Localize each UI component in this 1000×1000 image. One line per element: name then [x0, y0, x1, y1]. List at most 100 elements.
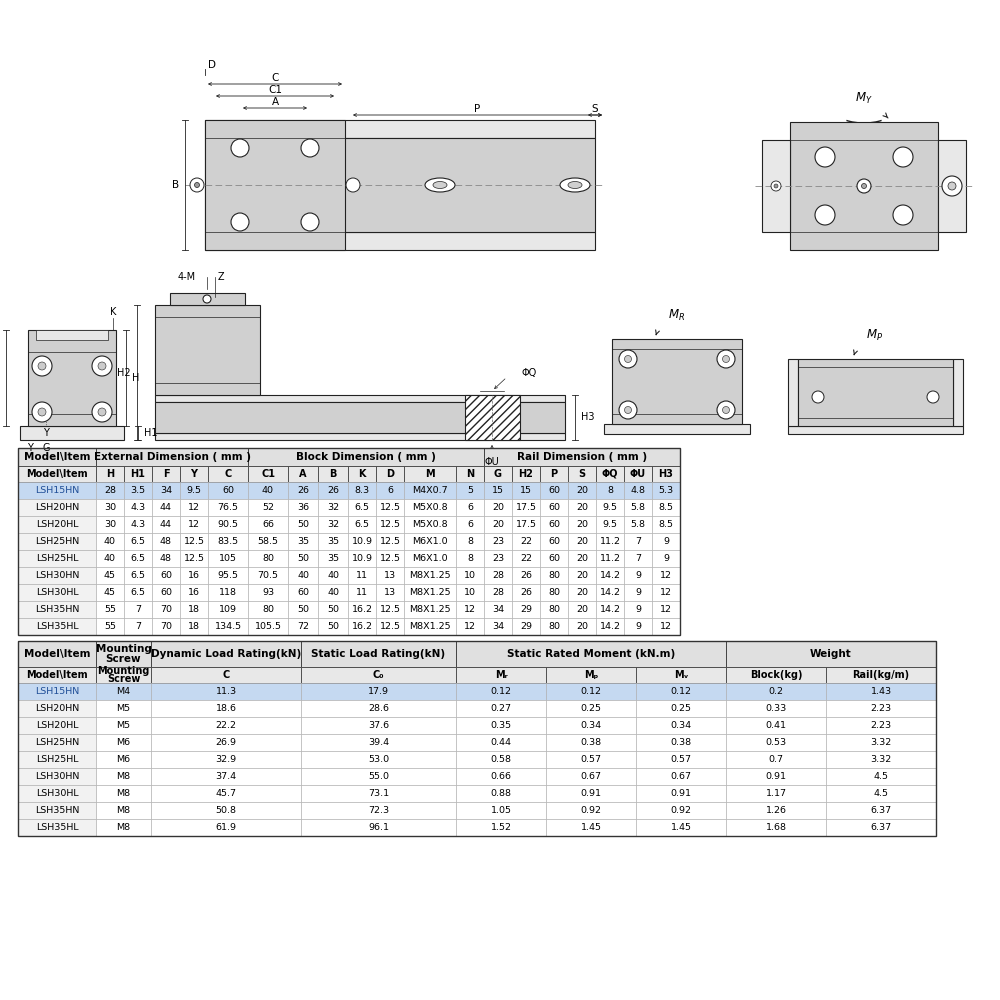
Bar — [652, 482, 680, 499]
Text: 2.23: 2.23 — [870, 704, 892, 713]
Text: Rail(kg/m): Rail(kg/m) — [852, 670, 910, 680]
Text: 34: 34 — [160, 486, 172, 495]
Text: 45: 45 — [104, 571, 116, 580]
Text: M5X0.8: M5X0.8 — [412, 503, 448, 512]
Text: 118: 118 — [219, 588, 237, 597]
Bar — [484, 567, 512, 584]
Circle shape — [92, 356, 112, 376]
Circle shape — [92, 402, 112, 422]
Bar — [348, 550, 376, 567]
Text: 3.32: 3.32 — [870, 755, 892, 764]
Text: ΦU: ΦU — [630, 469, 646, 479]
Bar — [826, 717, 936, 734]
Bar — [248, 516, 288, 533]
Text: 12.5: 12.5 — [184, 554, 205, 563]
Bar — [404, 601, 456, 618]
Bar — [596, 601, 624, 618]
Text: 40: 40 — [262, 486, 274, 495]
Circle shape — [722, 356, 730, 362]
Bar — [596, 533, 624, 550]
Bar — [124, 584, 152, 601]
Bar — [546, 785, 636, 802]
Text: 20: 20 — [576, 537, 588, 546]
Bar — [484, 533, 512, 550]
Text: 9.5: 9.5 — [602, 520, 618, 529]
Circle shape — [927, 391, 939, 403]
Text: 134.5: 134.5 — [214, 622, 242, 631]
Text: 83.5: 83.5 — [217, 537, 239, 546]
Bar — [18, 499, 96, 516]
Text: Model\Item: Model\Item — [26, 469, 88, 479]
Bar — [636, 683, 726, 700]
Text: D: D — [386, 469, 394, 479]
Text: Static Load Rating(kN): Static Load Rating(kN) — [311, 649, 446, 659]
Circle shape — [619, 350, 637, 368]
Bar — [726, 751, 826, 768]
Bar — [546, 734, 636, 751]
Text: 60: 60 — [548, 520, 560, 529]
Bar — [348, 567, 376, 584]
Text: 20: 20 — [576, 520, 588, 529]
Text: 11.3: 11.3 — [215, 687, 237, 696]
Bar — [546, 667, 636, 683]
Text: 0.91: 0.91 — [766, 772, 786, 781]
Bar — [205, 120, 345, 250]
Text: 8: 8 — [467, 537, 473, 546]
Text: 30: 30 — [104, 520, 116, 529]
Text: 80: 80 — [548, 571, 560, 580]
Text: M4: M4 — [116, 687, 131, 696]
Bar — [568, 618, 596, 635]
Text: 40: 40 — [297, 571, 309, 580]
Circle shape — [346, 178, 360, 192]
Bar — [151, 734, 301, 751]
Bar — [96, 482, 124, 499]
Text: A: A — [271, 97, 279, 107]
Bar — [636, 717, 726, 734]
Bar — [96, 533, 124, 550]
Bar — [18, 683, 96, 700]
Text: 20: 20 — [576, 503, 588, 512]
Bar — [96, 717, 151, 734]
Ellipse shape — [568, 182, 582, 188]
Text: M4X0.7: M4X0.7 — [412, 486, 448, 495]
Text: Static Rated Moment (kN.m): Static Rated Moment (kN.m) — [507, 649, 675, 659]
Text: F: F — [163, 469, 169, 479]
Text: M8: M8 — [116, 772, 131, 781]
Text: 0.91: 0.91 — [670, 789, 692, 798]
Bar — [96, 448, 248, 466]
Text: 14.2: 14.2 — [600, 571, 620, 580]
Text: 96.1: 96.1 — [368, 823, 389, 832]
Text: 4-M: 4-M — [178, 272, 196, 282]
Text: 9: 9 — [635, 588, 641, 597]
Text: 0.88: 0.88 — [490, 789, 512, 798]
Bar — [404, 466, 456, 482]
Bar — [318, 516, 348, 533]
Text: 0.58: 0.58 — [490, 755, 512, 764]
Bar — [376, 482, 404, 499]
Bar — [18, 641, 96, 667]
Text: 15: 15 — [520, 486, 532, 495]
Text: 20: 20 — [492, 520, 504, 529]
Bar — [348, 584, 376, 601]
Text: 22.2: 22.2 — [216, 721, 237, 730]
Text: 22: 22 — [520, 554, 532, 563]
Bar — [484, 601, 512, 618]
Text: LSH20HL: LSH20HL — [36, 721, 78, 730]
Bar — [726, 734, 826, 751]
Bar — [540, 601, 568, 618]
Bar — [726, 717, 826, 734]
Bar — [512, 567, 540, 584]
Text: 0.57: 0.57 — [670, 755, 692, 764]
Bar — [624, 584, 652, 601]
Bar — [18, 785, 96, 802]
Bar — [18, 448, 96, 466]
Text: Screw: Screw — [106, 654, 141, 664]
Text: 53.0: 53.0 — [368, 755, 389, 764]
Text: 76.5: 76.5 — [218, 503, 239, 512]
Bar — [546, 700, 636, 717]
Bar — [151, 667, 301, 683]
Bar — [318, 533, 348, 550]
Text: 12.5: 12.5 — [184, 537, 205, 546]
Text: 4.3: 4.3 — [130, 520, 146, 529]
Text: M: M — [425, 469, 435, 479]
